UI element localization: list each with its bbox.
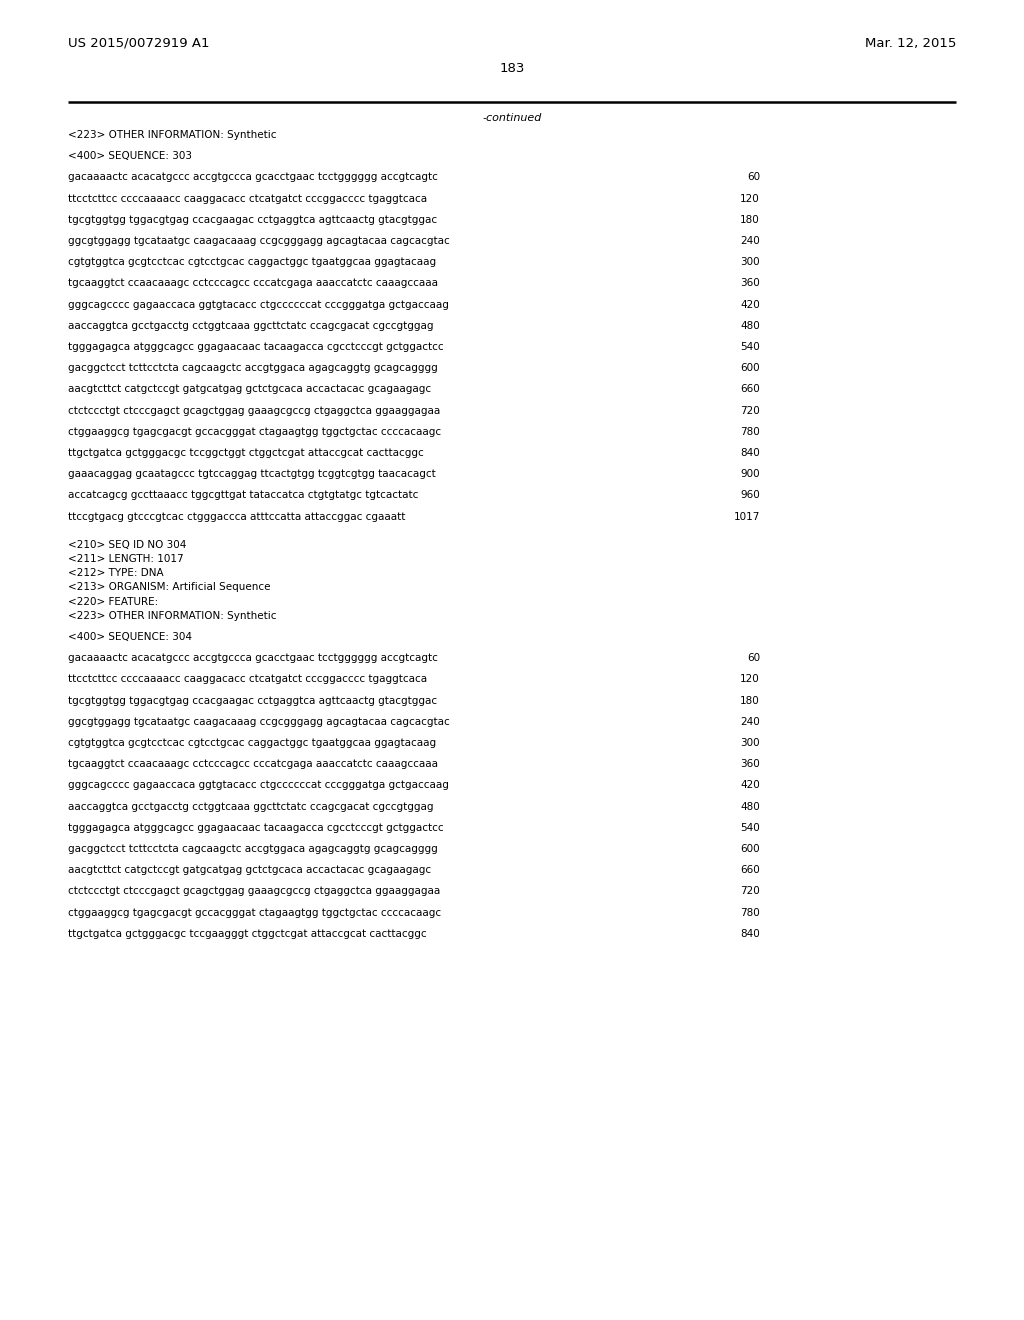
Text: cgtgtggtca gcgtcctcac cgtcctgcac caggactggc tgaatggcaa ggagtacaag: cgtgtggtca gcgtcctcac cgtcctgcac caggact… [68,257,436,267]
Text: 660: 660 [740,865,760,875]
Text: tgcaaggtct ccaacaaagc cctcccagcc cccatcgaga aaaccatctc caaagccaaa: tgcaaggtct ccaacaaagc cctcccagcc cccatcg… [68,279,438,288]
Text: 360: 360 [740,759,760,770]
Text: gacggctcct tcttcctcta cagcaagctc accgtggaca agagcaggtg gcagcagggg: gacggctcct tcttcctcta cagcaagctc accgtgg… [68,363,437,374]
Text: ggcgtggagg tgcataatgc caagacaaag ccgcgggagg agcagtacaa cagcacgtac: ggcgtggagg tgcataatgc caagacaaag ccgcggg… [68,236,450,246]
Text: <210> SEQ ID NO 304: <210> SEQ ID NO 304 [68,540,186,550]
Text: cgtgtggtca gcgtcctcac cgtcctgcac caggactggc tgaatggcaa ggagtacaag: cgtgtggtca gcgtcctcac cgtcctgcac caggact… [68,738,436,748]
Text: gacaaaactc acacatgccc accgtgccca gcacctgaac tcctgggggg accgtcagtc: gacaaaactc acacatgccc accgtgccca gcacctg… [68,653,438,663]
Text: 840: 840 [740,929,760,939]
Text: 600: 600 [740,363,760,374]
Text: 420: 420 [740,300,760,310]
Text: ggcgtggagg tgcataatgc caagacaaag ccgcgggagg agcagtacaa cagcacgtac: ggcgtggagg tgcataatgc caagacaaag ccgcggg… [68,717,450,727]
Text: ttgctgatca gctgggacgc tccggctggt ctggctcgat attaccgcat cacttacggc: ttgctgatca gctgggacgc tccggctggt ctggctc… [68,447,424,458]
Text: 720: 720 [740,887,760,896]
Text: 780: 780 [740,908,760,917]
Text: gacggctcct tcttcctcta cagcaagctc accgtggaca agagcaggtg gcagcagggg: gacggctcct tcttcctcta cagcaagctc accgtgg… [68,843,437,854]
Text: ctctccctgt ctcccgagct gcagctggag gaaagcgccg ctgaggctca ggaaggagaa: ctctccctgt ctcccgagct gcagctggag gaaagcg… [68,405,440,416]
Text: 960: 960 [740,491,760,500]
Text: gacaaaactc acacatgccc accgtgccca gcacctgaac tcctgggggg accgtcagtc: gacaaaactc acacatgccc accgtgccca gcacctg… [68,173,438,182]
Text: <223> OTHER INFORMATION: Synthetic: <223> OTHER INFORMATION: Synthetic [68,611,276,620]
Text: gggcagcccc gagaaccaca ggtgtacacc ctgccccccat cccgggatga gctgaccaag: gggcagcccc gagaaccaca ggtgtacacc ctgcccc… [68,300,449,310]
Text: 540: 540 [740,822,760,833]
Text: 900: 900 [740,469,760,479]
Text: <211> LENGTH: 1017: <211> LENGTH: 1017 [68,554,183,564]
Text: 600: 600 [740,843,760,854]
Text: 240: 240 [740,236,760,246]
Text: 780: 780 [740,426,760,437]
Text: 120: 120 [740,675,760,684]
Text: <213> ORGANISM: Artificial Sequence: <213> ORGANISM: Artificial Sequence [68,582,270,593]
Text: <400> SEQUENCE: 304: <400> SEQUENCE: 304 [68,632,193,642]
Text: 300: 300 [740,738,760,748]
Text: ttccgtgacg gtcccgtcac ctgggaccca atttccatta attaccggac cgaaatt: ttccgtgacg gtcccgtcac ctgggaccca atttcca… [68,512,406,521]
Text: 660: 660 [740,384,760,395]
Text: tgcgtggtgg tggacgtgag ccacgaagac cctgaggtca agttcaactg gtacgtggac: tgcgtggtgg tggacgtgag ccacgaagac cctgagg… [68,215,437,224]
Text: 480: 480 [740,321,760,331]
Text: gggcagcccc gagaaccaca ggtgtacacc ctgccccccat cccgggatga gctgaccaag: gggcagcccc gagaaccaca ggtgtacacc ctgcccc… [68,780,449,791]
Text: ttcctcttcc ccccaaaacc caaggacacc ctcatgatct cccggacccc tgaggtcaca: ttcctcttcc ccccaaaacc caaggacacc ctcatga… [68,675,427,684]
Text: 60: 60 [746,173,760,182]
Text: ctctccctgt ctcccgagct gcagctggag gaaagcgccg ctgaggctca ggaaggagaa: ctctccctgt ctcccgagct gcagctggag gaaagcg… [68,887,440,896]
Text: 240: 240 [740,717,760,727]
Text: <400> SEQUENCE: 303: <400> SEQUENCE: 303 [68,152,193,161]
Text: 420: 420 [740,780,760,791]
Text: 480: 480 [740,801,760,812]
Text: 180: 180 [740,215,760,224]
Text: 300: 300 [740,257,760,267]
Text: <223> OTHER INFORMATION: Synthetic: <223> OTHER INFORMATION: Synthetic [68,129,276,140]
Text: -continued: -continued [482,114,542,123]
Text: aaccaggtca gcctgacctg cctggtcaaa ggcttctatc ccagcgacat cgccgtggag: aaccaggtca gcctgacctg cctggtcaaa ggcttct… [68,321,433,331]
Text: ttcctcttcc ccccaaaacc caaggacacc ctcatgatct cccggacccc tgaggtcaca: ttcctcttcc ccccaaaacc caaggacacc ctcatga… [68,194,427,203]
Text: gaaacaggag gcaatagccc tgtccaggag ttcactgtgg tcggtcgtgg taacacagct: gaaacaggag gcaatagccc tgtccaggag ttcactg… [68,469,436,479]
Text: 1017: 1017 [733,512,760,521]
Text: US 2015/0072919 A1: US 2015/0072919 A1 [68,37,210,50]
Text: Mar. 12, 2015: Mar. 12, 2015 [864,37,956,50]
Text: 540: 540 [740,342,760,352]
Text: aacgtcttct catgctccgt gatgcatgag gctctgcaca accactacac gcagaagagc: aacgtcttct catgctccgt gatgcatgag gctctgc… [68,384,431,395]
Text: <220> FEATURE:: <220> FEATURE: [68,597,159,607]
Text: ttgctgatca gctgggacgc tccgaagggt ctggctcgat attaccgcat cacttacggc: ttgctgatca gctgggacgc tccgaagggt ctggctc… [68,929,427,939]
Text: accatcagcg gccttaaacc tggcgttgat tataccatca ctgtgtatgc tgtcactatc: accatcagcg gccttaaacc tggcgttgat tatacca… [68,491,419,500]
Text: tgggagagca atgggcagcc ggagaacaac tacaagacca cgcctcccgt gctggactcc: tgggagagca atgggcagcc ggagaacaac tacaaga… [68,822,443,833]
Text: aacgtcttct catgctccgt gatgcatgag gctctgcaca accactacac gcagaagagc: aacgtcttct catgctccgt gatgcatgag gctctgc… [68,865,431,875]
Text: tgcaaggtct ccaacaaagc cctcccagcc cccatcgaga aaaccatctc caaagccaaa: tgcaaggtct ccaacaaagc cctcccagcc cccatcg… [68,759,438,770]
Text: tgggagagca atgggcagcc ggagaacaac tacaagacca cgcctcccgt gctggactcc: tgggagagca atgggcagcc ggagaacaac tacaaga… [68,342,443,352]
Text: 120: 120 [740,194,760,203]
Text: 180: 180 [740,696,760,706]
Text: 840: 840 [740,447,760,458]
Text: ctggaaggcg tgagcgacgt gccacgggat ctagaagtgg tggctgctac ccccacaagc: ctggaaggcg tgagcgacgt gccacgggat ctagaag… [68,426,441,437]
Text: aaccaggtca gcctgacctg cctggtcaaa ggcttctatc ccagcgacat cgccgtggag: aaccaggtca gcctgacctg cctggtcaaa ggcttct… [68,801,433,812]
Text: 720: 720 [740,405,760,416]
Text: 60: 60 [746,653,760,663]
Text: <212> TYPE: DNA: <212> TYPE: DNA [68,568,164,578]
Text: tgcgtggtgg tggacgtgag ccacgaagac cctgaggtca agttcaactg gtacgtggac: tgcgtggtgg tggacgtgag ccacgaagac cctgagg… [68,696,437,706]
Text: 360: 360 [740,279,760,288]
Text: ctggaaggcg tgagcgacgt gccacgggat ctagaagtgg tggctgctac ccccacaagc: ctggaaggcg tgagcgacgt gccacgggat ctagaag… [68,908,441,917]
Text: 183: 183 [500,62,524,75]
